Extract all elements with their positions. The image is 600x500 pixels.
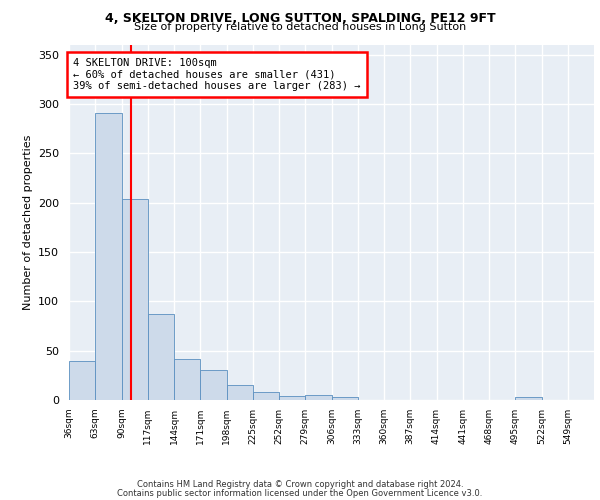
Bar [69, 360, 95, 400]
Bar [515, 397, 542, 400]
Bar [279, 396, 305, 400]
Text: Size of property relative to detached houses in Long Sutton: Size of property relative to detached ho… [134, 22, 466, 32]
Bar [305, 395, 331, 400]
Bar [253, 392, 279, 400]
Bar [148, 314, 174, 400]
Bar [174, 358, 200, 400]
Bar [200, 370, 227, 400]
Text: Contains public sector information licensed under the Open Government Licence v3: Contains public sector information licen… [118, 488, 482, 498]
Text: 4 SKELTON DRIVE: 100sqm
← 60% of detached houses are smaller (431)
39% of semi-d: 4 SKELTON DRIVE: 100sqm ← 60% of detache… [73, 58, 361, 91]
Text: 4, SKELTON DRIVE, LONG SUTTON, SPALDING, PE12 9FT: 4, SKELTON DRIVE, LONG SUTTON, SPALDING,… [104, 12, 496, 26]
Bar [227, 385, 253, 400]
Bar [331, 397, 358, 400]
Bar [95, 113, 121, 400]
Bar [121, 199, 148, 400]
Text: Contains HM Land Registry data © Crown copyright and database right 2024.: Contains HM Land Registry data © Crown c… [137, 480, 463, 489]
Y-axis label: Number of detached properties: Number of detached properties [23, 135, 32, 310]
